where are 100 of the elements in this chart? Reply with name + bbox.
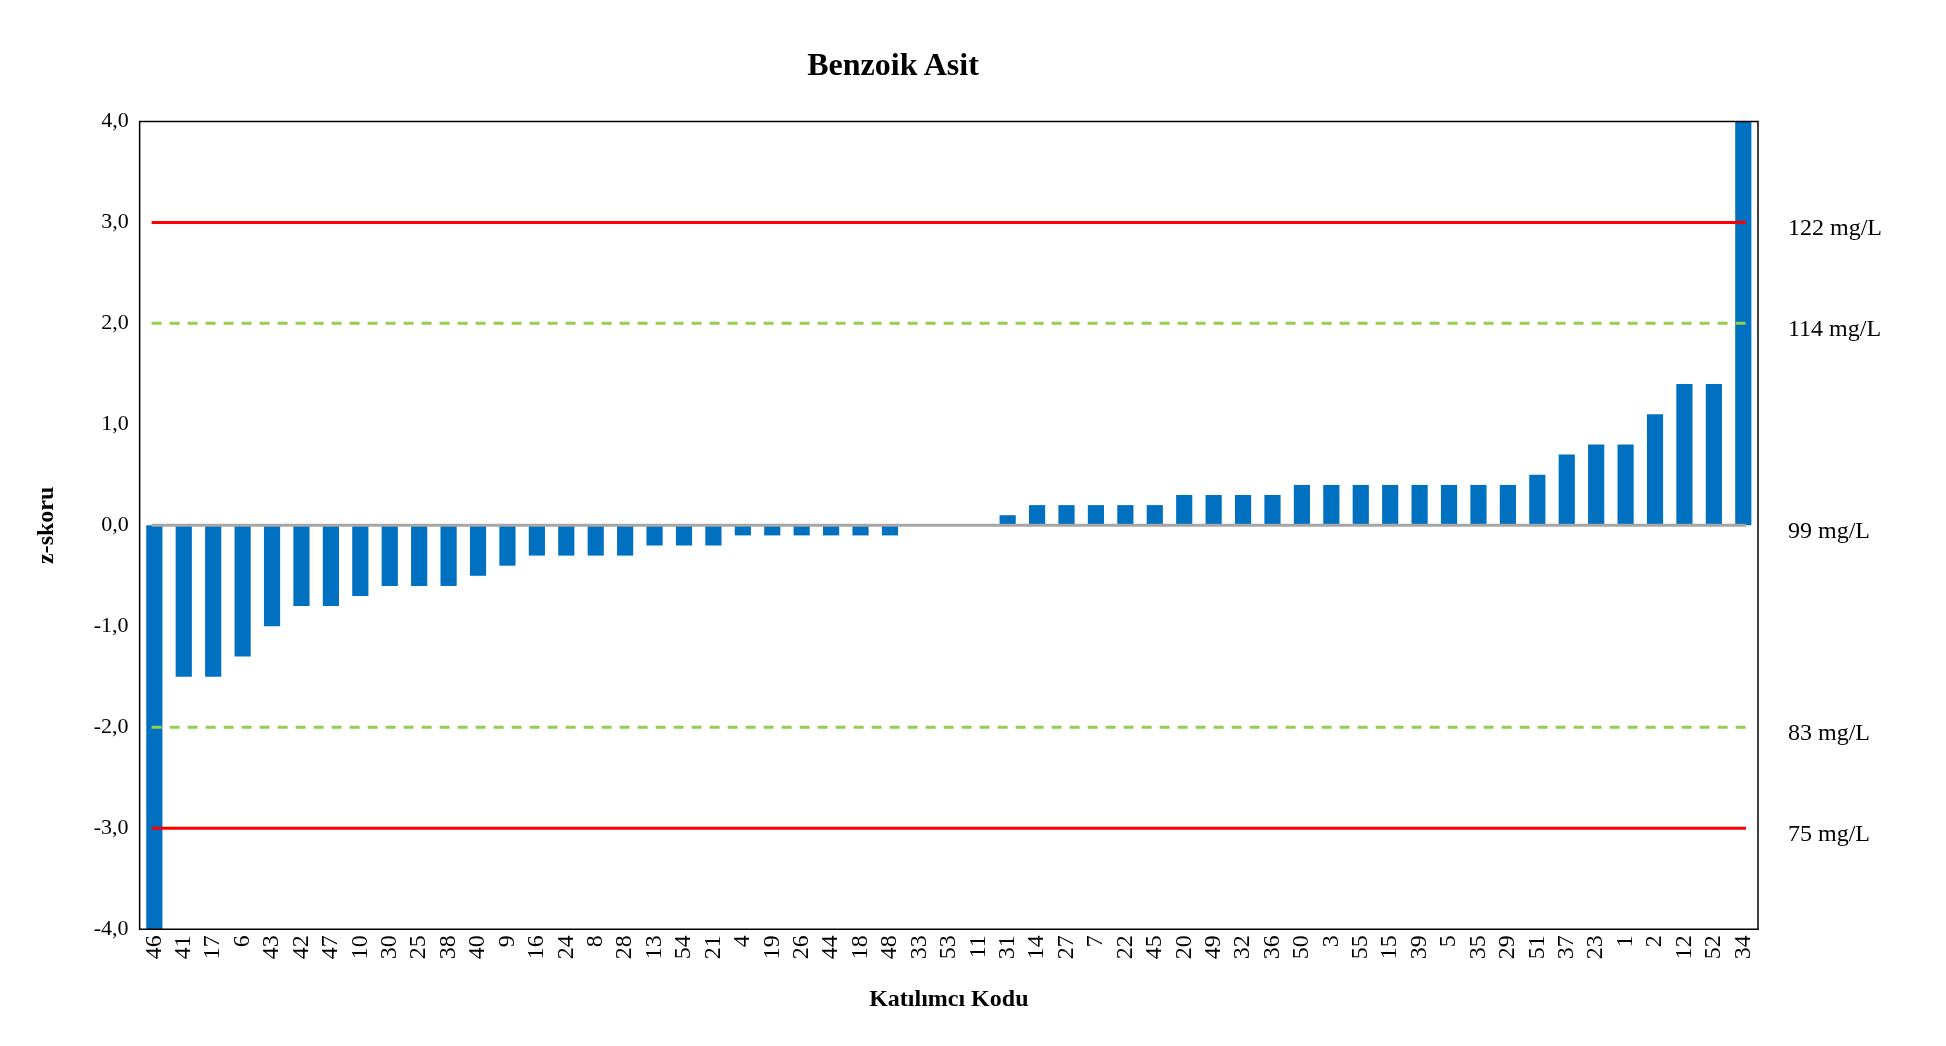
x-tick-label: 18 (845, 935, 872, 960)
y-axis-title: z-skoru (31, 486, 58, 564)
bar (1029, 505, 1046, 526)
y-tick-label: 2,0 (101, 309, 129, 335)
x-tick-label: 52 (1699, 935, 1726, 960)
bar (1676, 383, 1693, 526)
bar (1440, 484, 1458, 526)
bar (1117, 505, 1134, 526)
bar (705, 525, 722, 546)
x-tick-label: 47 (316, 935, 343, 960)
x-tick-label: 24 (551, 935, 578, 960)
bar (146, 525, 163, 930)
x-tick-label: 39 (1404, 935, 1431, 960)
bar (1234, 495, 1252, 526)
ref-line-label: 83 mg/L (1788, 718, 1870, 745)
x-tick-label: 27 (1051, 935, 1078, 960)
x-tick-label: 3 (1316, 935, 1343, 948)
bar (1411, 484, 1428, 526)
x-tick-label: 40 (463, 935, 490, 960)
x-axis-title: Katılımcı Kodu (869, 984, 1029, 1011)
x-tick-label: 36 (1257, 935, 1284, 960)
x-tick-label: 14 (1022, 935, 1049, 960)
bar (1352, 484, 1369, 526)
bar (1205, 495, 1222, 526)
x-tick-label: 44 (816, 935, 843, 960)
y-tick-label: -1,0 (93, 612, 129, 638)
bar (440, 525, 457, 586)
bar (646, 525, 663, 546)
x-tick-label: 28 (610, 935, 637, 960)
x-tick-label: 4 (728, 935, 755, 948)
bar (1646, 414, 1664, 526)
bar (1382, 484, 1399, 526)
bar (1735, 121, 1752, 526)
x-tick-label: 20 (1169, 935, 1196, 960)
y-tick-label: 1,0 (101, 410, 129, 436)
x-tick-label: 42 (286, 935, 313, 960)
x-tick-label: 48 (875, 935, 902, 960)
x-tick-label: 15 (1375, 935, 1402, 960)
bar (1588, 444, 1605, 526)
bar (1617, 444, 1634, 526)
y-tick-label: 0,0 (101, 511, 129, 537)
bar (499, 525, 516, 566)
bar (558, 525, 575, 556)
bar (1499, 484, 1516, 526)
x-tick-label: 30 (375, 935, 402, 960)
x-tick-label: 2 (1640, 935, 1667, 948)
x-tick-label: 32 (1228, 935, 1255, 960)
x-tick-label: 17 (198, 935, 225, 960)
bar (1087, 505, 1105, 526)
bar (528, 525, 545, 556)
bar (381, 525, 398, 586)
bar (1058, 505, 1075, 526)
bar (234, 525, 251, 657)
x-tick-label: 34 (1728, 935, 1755, 960)
x-tick-label: 23 (1581, 935, 1608, 960)
x-tick-label: 31 (992, 935, 1019, 960)
y-tick-label: -2,0 (93, 713, 129, 739)
bar (205, 525, 222, 677)
x-tick-label: 11 (963, 935, 990, 959)
x-tick-label: 29 (1493, 935, 1520, 960)
bar (175, 525, 192, 677)
bar (293, 525, 310, 607)
ref-line-label: 75 mg/L (1788, 819, 1870, 846)
ref-line-label: 114 mg/L (1788, 314, 1882, 341)
bar (1146, 505, 1163, 526)
x-tick-label: 21 (698, 935, 725, 960)
bar (1323, 484, 1340, 526)
x-tick-label: 8 (581, 935, 608, 948)
x-tick-label: 51 (1522, 935, 1549, 960)
x-tick-label: 16 (522, 935, 549, 960)
bar (617, 525, 634, 556)
y-tick-label: -3,0 (93, 814, 129, 840)
y-tick-label: -4,0 (93, 914, 129, 940)
x-tick-label: 6 (227, 935, 254, 948)
bar (587, 525, 604, 556)
bar (1470, 484, 1487, 526)
bar (263, 525, 281, 627)
x-tick-label: 19 (757, 935, 784, 960)
x-tick-label: 9 (492, 935, 519, 948)
x-tick-label: 33 (904, 935, 931, 960)
ref-line-label: 99 mg/L (1788, 516, 1870, 543)
bar (1293, 484, 1311, 526)
bar (469, 525, 487, 576)
x-tick-label: 54 (669, 935, 696, 960)
x-tick-label: 5 (1434, 935, 1461, 948)
x-tick-label: 25 (404, 935, 431, 960)
y-tick-label: 3,0 (101, 208, 129, 234)
x-tick-label: 35 (1463, 935, 1490, 960)
x-tick-label: 53 (934, 935, 961, 960)
x-tick-label: 10 (345, 935, 372, 960)
x-tick-label: 13 (639, 935, 666, 960)
x-tick-label: 46 (139, 935, 166, 960)
bar (1558, 454, 1575, 526)
chart-title: Benzoik Asit (807, 46, 980, 83)
bar (352, 525, 369, 596)
x-tick-label: 7 (1081, 935, 1108, 948)
x-tick-label: 55 (1346, 935, 1373, 960)
bar (1176, 495, 1193, 526)
bar (322, 525, 339, 607)
ref-line-label: 122 mg/L (1788, 213, 1882, 240)
